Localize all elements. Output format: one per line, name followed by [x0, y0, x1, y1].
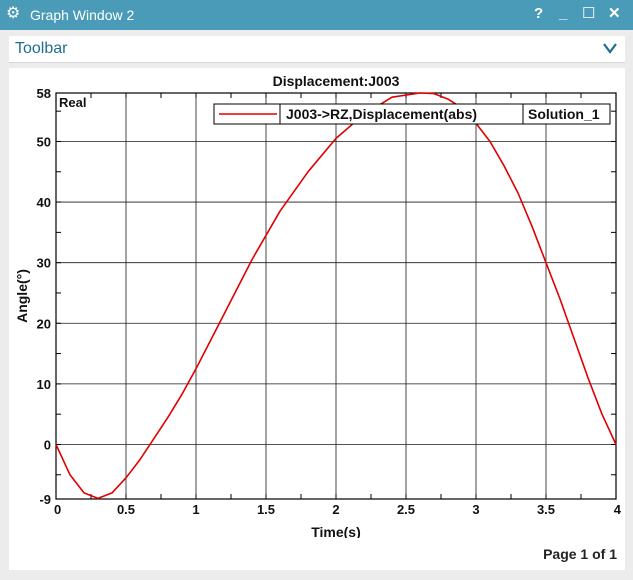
- y-axis-label: Angle(°): [14, 269, 30, 323]
- minimize-icon[interactable]: _: [559, 5, 568, 22]
- help-icon[interactable]: ?: [534, 5, 544, 22]
- chart-area[interactable]: 0 0.5 1 1.5 2 2.5 3 3.5 4-90102030405058Displace…: [9, 68, 625, 538]
- y-tick-label: -9: [39, 492, 51, 507]
- toolbar-header[interactable]: Toolbar: [9, 36, 625, 63]
- x-tick-label: 3.5: [537, 502, 555, 517]
- legend-box: [213, 103, 611, 125]
- corner-label: Real: [59, 95, 86, 110]
- x-axis-label: Time(s): [311, 524, 361, 538]
- y-tick-label: 50: [37, 134, 51, 149]
- y-tick-label: 30: [37, 256, 51, 271]
- window-title: Graph Window 2: [30, 7, 135, 23]
- x-tick-label: 3: [472, 502, 479, 517]
- x-tick-label: 2: [332, 502, 339, 517]
- y-tick-label: 20: [37, 316, 51, 331]
- window-titlebar: ⚙ Graph Window 2 ? _ ☐ ✕: [0, 0, 633, 30]
- x-tick-label: 2.5: [397, 502, 415, 517]
- chart-title: Displacement:J003: [273, 73, 400, 89]
- maximize-icon[interactable]: ☐: [582, 5, 596, 22]
- y-tick-label: 58: [37, 86, 51, 101]
- x-tick-label: 1.5: [257, 502, 275, 517]
- y-tick-label: 10: [37, 377, 51, 392]
- legend-series-suffix: Solution_1: [528, 106, 600, 122]
- x-tick-label: 0.5: [117, 502, 135, 517]
- toolbar-label: Toolbar: [15, 40, 68, 57]
- x-tick-label: 0: [54, 502, 61, 517]
- legend: J003->RZ,Displacement(abs) Solution_1: [213, 103, 611, 125]
- x-tick-label: 1: [192, 502, 199, 517]
- y-tick-label: 0: [44, 437, 51, 452]
- close-icon[interactable]: ✕: [608, 5, 621, 22]
- chevron-down-icon[interactable]: [601, 39, 619, 57]
- graph-panel: 0 0.5 1 1.5 2 2.5 3 3.5 4 -9 0 10 20 30 40 50 58 Displace…: [9, 68, 625, 570]
- x-tick-label: 4: [614, 502, 622, 517]
- y-tick-label: 40: [37, 195, 51, 210]
- gear-icon[interactable]: ⚙: [6, 5, 21, 22]
- page-indicator: Page 1 of 1: [543, 546, 617, 562]
- legend-series-name: J003->RZ,Displacement(abs): [286, 106, 477, 122]
